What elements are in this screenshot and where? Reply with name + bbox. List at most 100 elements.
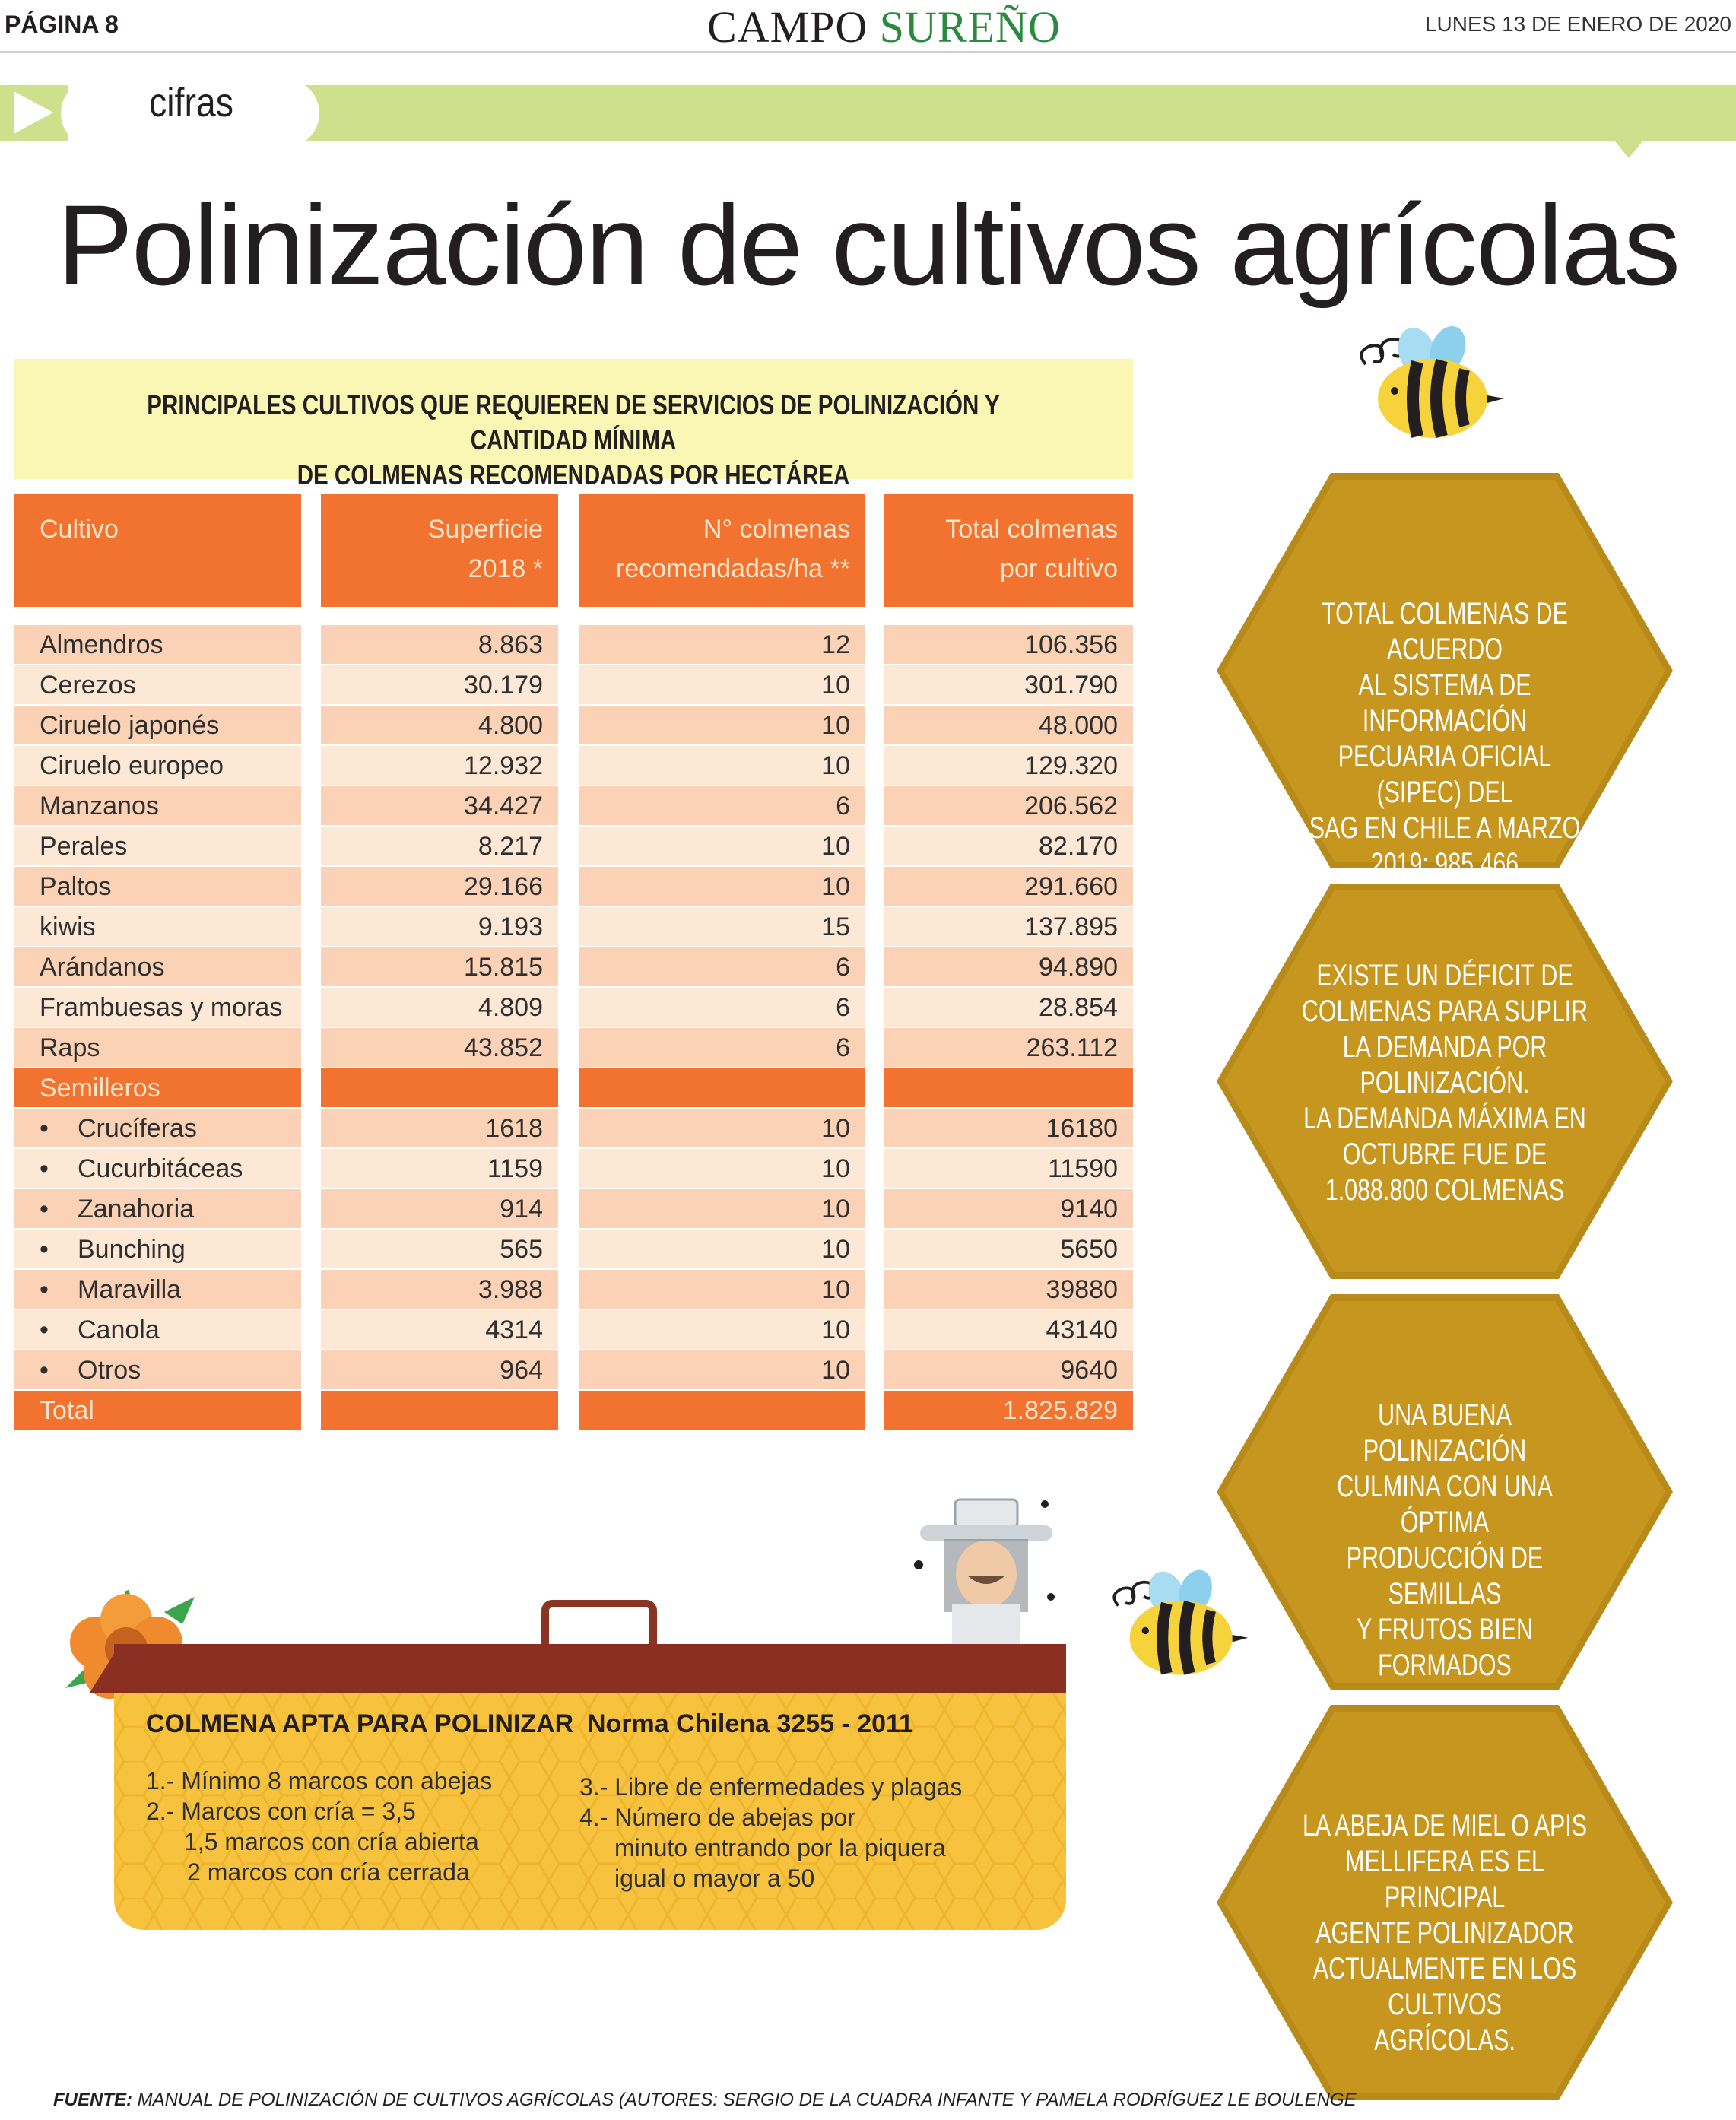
table-row: Almendros 8.863 12 106.356	[14, 625, 1133, 665]
hexagon-line: UNA BUENA POLINIZACIÓN	[1363, 1398, 1527, 1468]
brand-part-2: SUREÑO	[879, 2, 1061, 52]
cell-total: 301.790	[884, 665, 1133, 704]
cell-colmenas-ha: 6	[579, 1028, 865, 1067]
caption-line-1: PRINCIPALES CULTIVOS QUE REQUIEREN DE SE…	[147, 389, 1000, 455]
cell-total: 16180	[884, 1109, 1133, 1147]
table-row: Frambuesas y moras 4.809 6 28.854	[14, 988, 1133, 1028]
hexagon-line: LA ABEJA DE MIEL O APIS	[1303, 1809, 1587, 1842]
header-colmenas-ha-line1: N° colmenas	[703, 515, 850, 544]
cell-cultivo: Perales	[14, 827, 301, 865]
table-row: kiwis 9.193 15 137.895	[14, 907, 1133, 947]
cell-colmenas-ha: 10	[579, 1270, 865, 1309]
table-row-semillero: Maravilla 3.988 10 39880	[14, 1270, 1133, 1310]
cell-total: 1.825.829	[884, 1391, 1133, 1430]
table-row: Cerezos 30.179 10 301.790	[14, 665, 1133, 706]
hive-requirement-1: 1.- Mínimo 8 marcos con abejas	[146, 1767, 493, 1795]
cell-colmenas-ha: 10	[579, 1230, 865, 1268]
cell-total: 48.000	[884, 706, 1133, 744]
cell-superficie: 964	[321, 1350, 558, 1389]
bee-icon	[1112, 1569, 1249, 1675]
bee-icon	[1360, 326, 1504, 439]
cell-superficie: 9.193	[321, 907, 558, 946]
hexagon-line: ACTUALMENTE EN LOS CULTIVOS	[1312, 1952, 1577, 2021]
cell-total: 137.895	[884, 907, 1133, 946]
section-band-notch	[1615, 141, 1642, 158]
hexagon-line: AL SISTEMA DE INFORMACIÓN	[1358, 668, 1531, 738]
cell-total: 291.660	[884, 867, 1133, 906]
cell-cultivo: Otros	[14, 1350, 301, 1391]
table-row-semillero: Cucurbitáceas 1159 10 11590	[14, 1149, 1133, 1189]
cell-cultivo: Zanahoria	[14, 1189, 301, 1230]
beehive-info-box: COLMENA APTA PARA POLINIZAR Norma Chilen…	[114, 1693, 1066, 1930]
hexagon-line: TOTAL COLMENAS DE ACUERDO	[1322, 597, 1568, 666]
header-total-line1: Total colmenas	[945, 515, 1118, 544]
cell-total: 129.320	[884, 746, 1133, 785]
cell-total: 28.854	[884, 988, 1133, 1027]
hexagon-line: OCTUBRE FUE DE	[1342, 1138, 1547, 1171]
cell-total: 206.562	[884, 786, 1133, 825]
semilleros-subheader: Semilleros	[14, 1068, 1133, 1109]
hive-requirement-3: 3.- Libre de enfermedades y plagas	[579, 1773, 963, 1801]
source-label: FUENTE:	[53, 2090, 132, 2110]
cell-total: 82.170	[884, 827, 1133, 865]
header-superficie-line1: Superficie	[427, 515, 543, 544]
cell-total: 39880	[884, 1270, 1133, 1309]
cell-total: 94.890	[884, 947, 1133, 986]
hexagon-line: SAG EN CHILE A MARZO	[1309, 811, 1581, 845]
table-row: Arándanos 15.815 6 94.890	[14, 947, 1133, 988]
section-band	[304, 85, 1736, 141]
cell-cultivo: Cerezos	[14, 665, 301, 704]
cell-superficie: 4.809	[321, 988, 558, 1027]
table-row-semillero: Zanahoria 914 10 9140	[14, 1189, 1133, 1230]
table-caption: PRINCIPALES CULTIVOS QUE REQUIEREN DE SE…	[14, 359, 1133, 490]
table-row-semillero: Bunching 565 10 5650	[14, 1230, 1133, 1270]
info-hexagon-3: UNA BUENA POLINIZACIÓN CULMINA CON UNA ÓP…	[1217, 1294, 1673, 1690]
info-hexagon-1: TOTAL COLMENAS DE ACUERDO AL SISTEMA DE I…	[1217, 473, 1673, 868]
hexagon-line: Y FRUTOS BIEN FORMADOS	[1356, 1613, 1533, 1682]
cell-total	[884, 1068, 1133, 1107]
publication-date: LUNES 13 DE ENERO DE 2020	[1424, 12, 1731, 36]
cell-superficie: 29.166	[321, 867, 558, 906]
cell-colmenas-ha: 10	[579, 867, 865, 906]
hexagon-line: Y DE BUEN CALIBRE.	[1326, 1684, 1563, 1718]
hexagon-line: AGRÍCOLAS.	[1374, 2023, 1515, 2057]
table-total-row: Total 1.825.829	[14, 1391, 1133, 1431]
source-note: FUENTE: MANUAL DE POLINIZACIÓN DE CULTIV…	[53, 2090, 1357, 2111]
hexagon-line: PECUARIA OFICIAL (SIPEC) DEL	[1338, 740, 1552, 809]
cell-colmenas-ha: 6	[579, 947, 865, 986]
cell-superficie: 12.932	[321, 746, 558, 785]
cell-superficie: 4.800	[321, 706, 558, 744]
brand-part-1: CAMPO	[707, 2, 868, 52]
cell-colmenas-ha: 6	[579, 988, 865, 1027]
table-row: Manzanos 34.427 6 206.562	[14, 786, 1133, 827]
caption-line-2: DE COLMENAS RECOMENDADAS POR HECTÁREA	[297, 459, 850, 490]
header-superficie-line2: 2018 *	[468, 554, 543, 583]
hexagon-line: POLINIZACIÓN.	[1360, 1066, 1530, 1100]
table-row: Ciruelo europeo 12.932 10 129.320	[14, 746, 1133, 786]
hive-requirement-4: 4.- Número de abejas por	[579, 1804, 855, 1831]
cell-colmenas-ha: 10	[579, 706, 865, 744]
cell-superficie: 8.217	[321, 827, 558, 865]
cell-colmenas-ha: 10	[579, 746, 865, 785]
cell-total: 43140	[884, 1310, 1133, 1349]
header-total-colmenas: Total colmenas por cultivo	[884, 494, 1133, 607]
cell-cultivo: Arándanos	[14, 947, 301, 986]
table-row: Paltos 29.166 10 291.660	[14, 867, 1133, 907]
hexagon-line: 2019: 985.466	[1370, 847, 1519, 881]
cell-colmenas-ha	[579, 1391, 865, 1430]
info-hexagon-2: EXISTE UN DÉFICIT DE COLMENAS PARA SUPLIR…	[1217, 884, 1673, 1279]
hexagon-1-text: TOTAL COLMENAS DE ACUERDO AL SISTEMA DE I…	[1300, 596, 1589, 881]
cell-superficie: 15.815	[321, 947, 558, 986]
header-colmenas-ha-line2: recomendadas/ha **	[615, 554, 850, 583]
cell-total: 263.112	[884, 1028, 1133, 1067]
table-row-semillero: Canola 4314 10 43140	[14, 1310, 1133, 1350]
cell-colmenas-ha: 10	[579, 1149, 865, 1188]
cell-cultivo: Maravilla	[14, 1270, 301, 1310]
hexagon-line: PRODUCCIÓN DE SEMILLAS	[1346, 1541, 1544, 1611]
cell-cultivo: Raps	[14, 1028, 301, 1067]
hive-handle	[541, 1600, 657, 1649]
table-caption-text: PRINCIPALES CULTIVOS QUE REQUIEREN DE SE…	[114, 388, 1032, 493]
cell-cultivo: Frambuesas y moras	[14, 988, 301, 1027]
hive-requirement-4b: igual o mayor a 50	[614, 1865, 815, 1892]
cell-cultivo: Almendros	[14, 625, 301, 664]
